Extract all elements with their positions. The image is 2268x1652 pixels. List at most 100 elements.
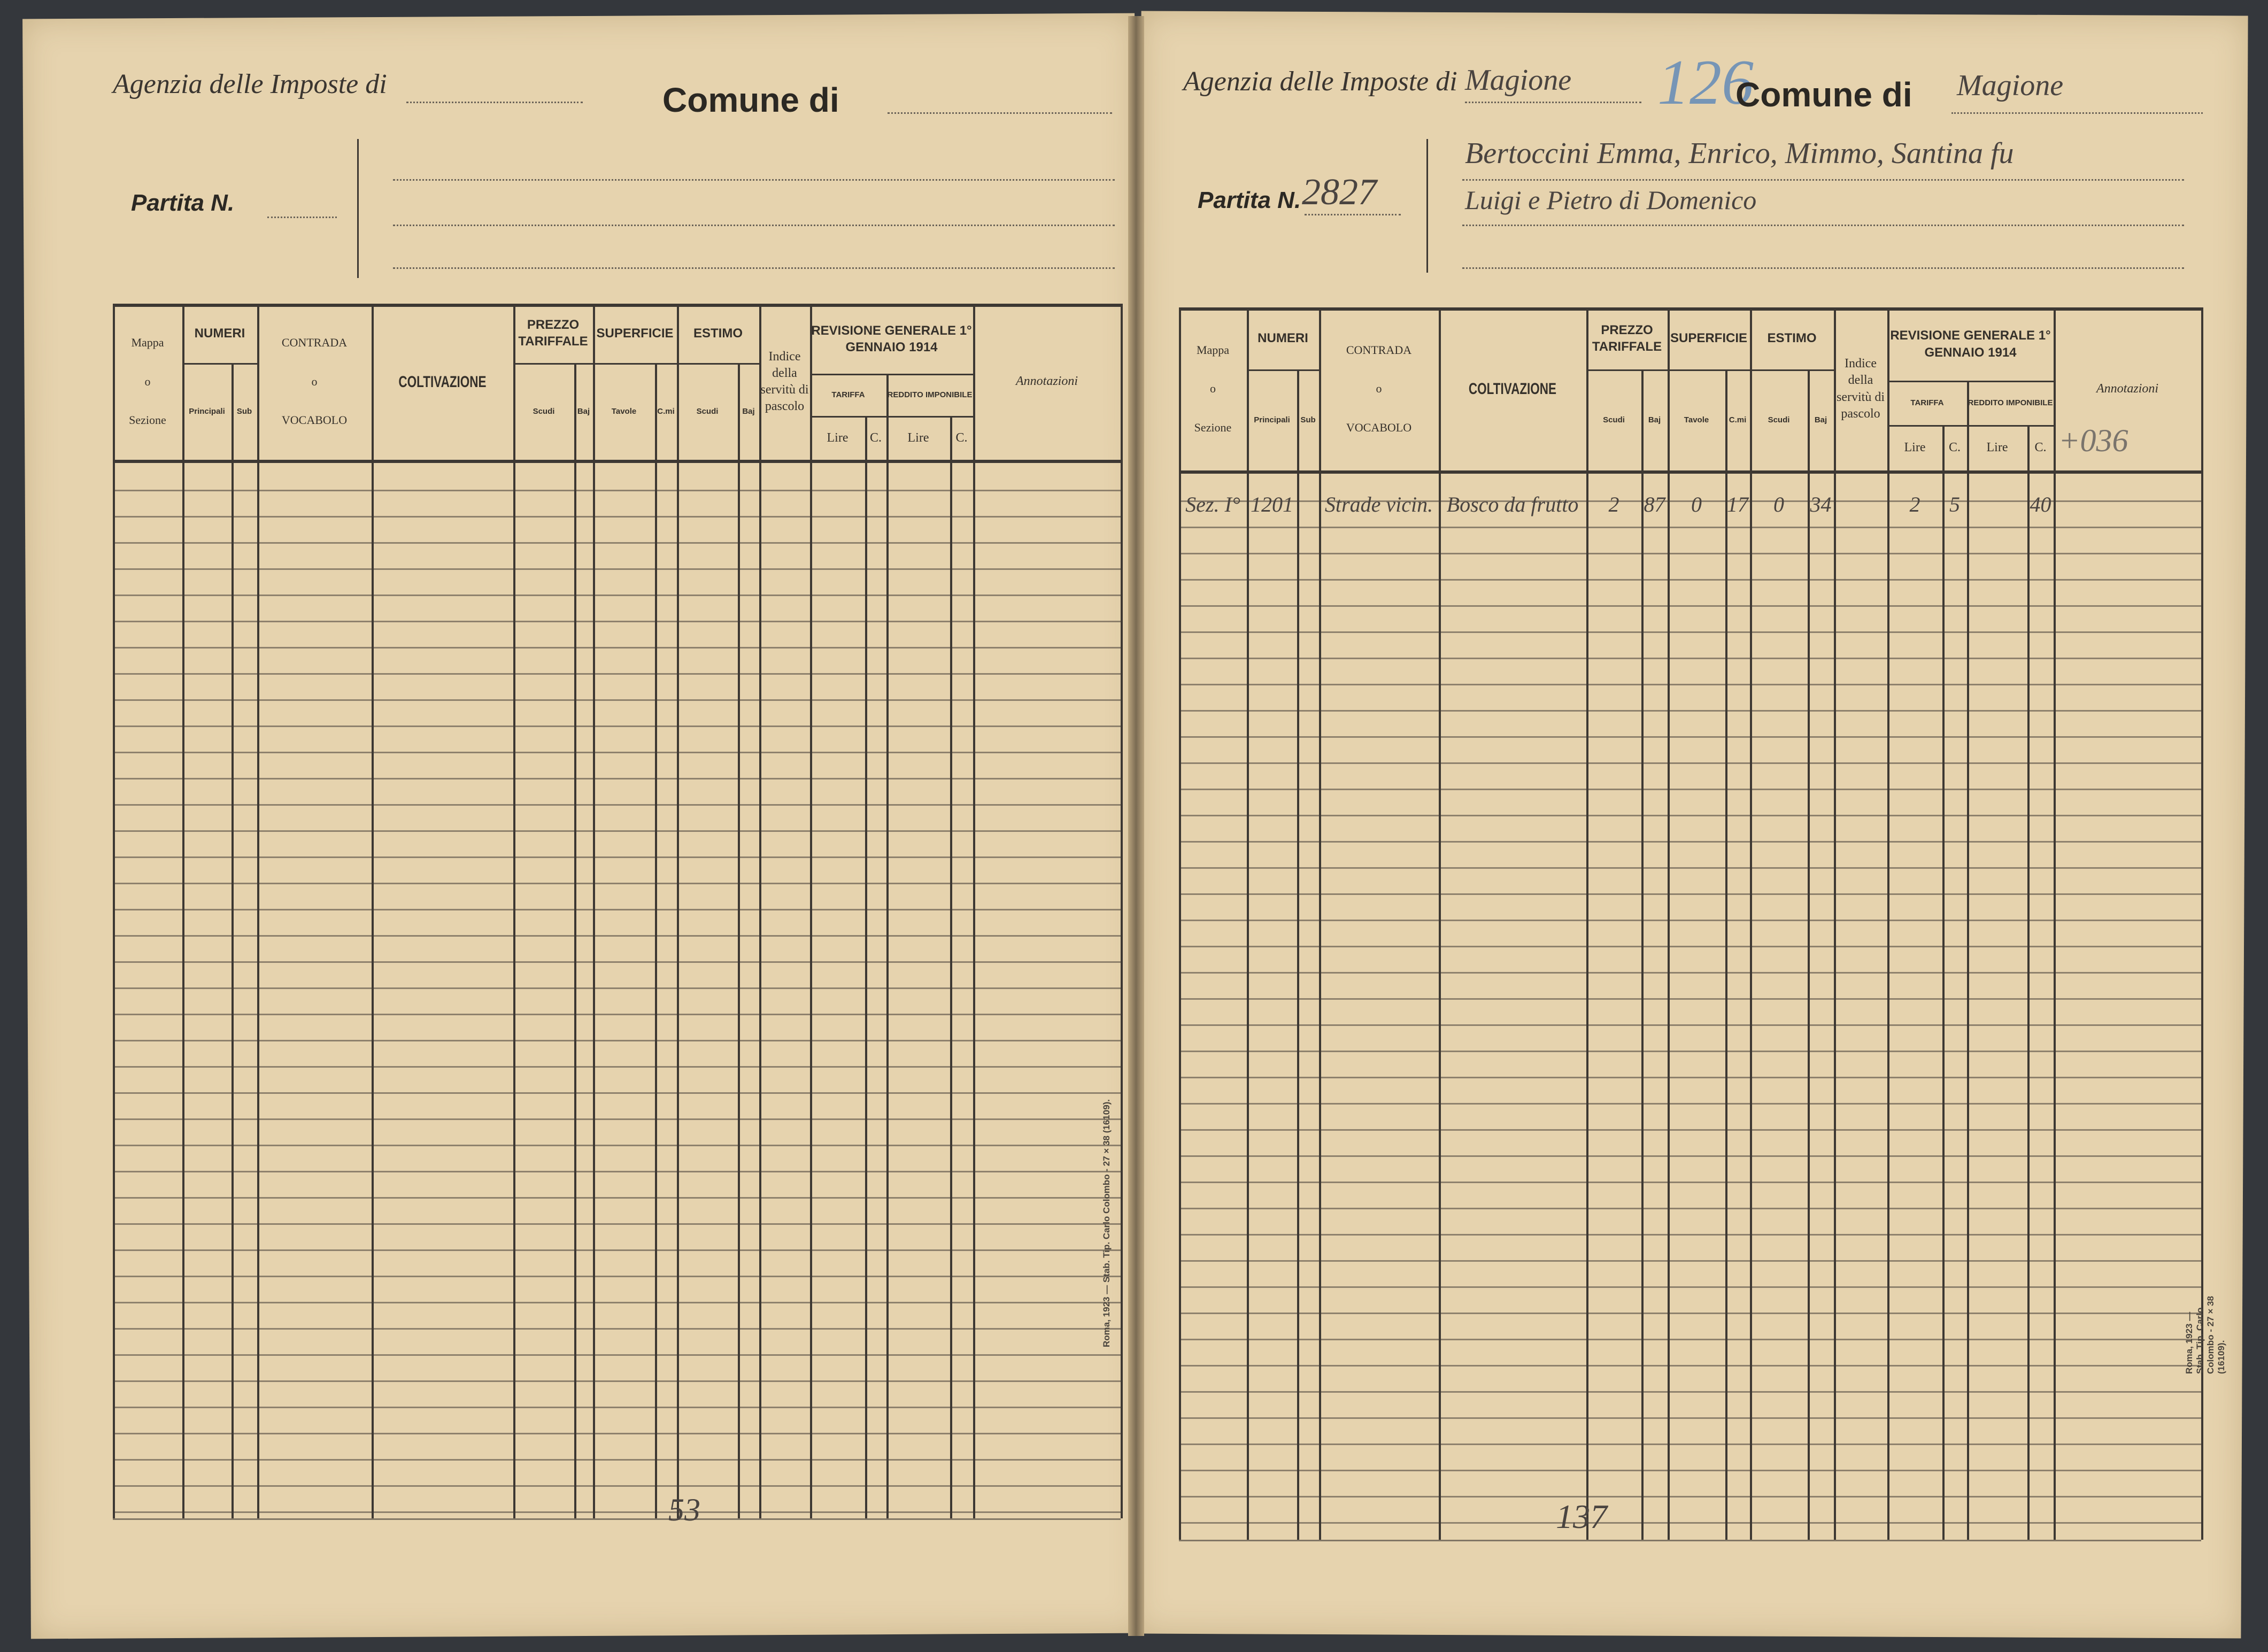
left-column-rule (738, 362, 740, 1518)
right-header-e-scudi: Scudi (1768, 415, 1790, 424)
right-header-principali: Principali (1254, 415, 1290, 424)
left-column-rule (886, 374, 889, 1518)
right-owner-line-1 (1462, 179, 2184, 181)
right-column-rule (1750, 307, 1752, 1540)
row-cell-tavole: 0 (1691, 492, 1702, 516)
left-group-rule (513, 362, 593, 365)
left-header-p-scudi: Scudi (533, 406, 555, 416)
right-header-t-c: C. (1948, 440, 1961, 454)
left-column-rule (655, 362, 657, 1518)
left-header-r-lire: Lire (907, 430, 929, 445)
right-header-r-c: C. (2034, 440, 2047, 454)
right-column-rule (1967, 381, 1969, 1540)
header-o: o (1210, 382, 1216, 396)
left-header-bottom-border (113, 460, 1121, 463)
right-header-bottom-border (1179, 470, 2201, 474)
right-header-tariffa: TARIFFA (1910, 398, 1944, 407)
left-group-rule (677, 362, 759, 365)
right-group-rule (1967, 424, 2054, 427)
left-group-rule (182, 362, 257, 365)
header-contrada: CONTRADA (1346, 343, 1412, 357)
right-header-t-lire: Lire (1904, 440, 1926, 454)
left-header-r-c: C. (955, 430, 968, 445)
header-sezione: Sezione (129, 413, 166, 427)
right-header-p-baj: Baj (1648, 415, 1661, 424)
row-cell-p_scudi: 2 (1608, 492, 1619, 516)
right-header-indice: Indice della servitù di pascolo (1837, 357, 1885, 421)
row-cell-e_baj: 34 (1810, 492, 1832, 516)
left-column-rule (950, 416, 952, 1518)
row-cell-mappa: Sez. I° (1185, 492, 1240, 516)
right-partita-field (1305, 214, 1401, 215)
left-header-mappa: Mappa o Sezione (113, 304, 182, 460)
left-column-rule (865, 416, 867, 1518)
left-column-rule (372, 304, 374, 1518)
right-group-rule (1887, 424, 1967, 427)
row-cell-e_scudi: 0 (1773, 492, 1784, 516)
left-owner-line-1 (393, 179, 1115, 181)
right-column-rule (1942, 424, 1945, 1540)
left-header-p-baj: Baj (577, 406, 590, 416)
right-group-rule (1750, 369, 1834, 371)
right-header-e-baj: Baj (1814, 415, 1827, 424)
left-partita-label: Partita N. (131, 190, 235, 216)
row-cell-coltivazione: Bosco da frutto (1446, 492, 1579, 516)
right-header-tavole: Tavole (1684, 415, 1709, 424)
right-header-cmi: C.mi (1729, 415, 1747, 424)
right-header-sub: Sub (1300, 415, 1316, 424)
right-header-superficie: SUPERFICIE (1670, 331, 1748, 346)
left-column-rule (810, 304, 812, 1518)
left-header-superficie: SUPERFICIE (596, 326, 674, 341)
left-agenzia-label: Agenzia delle Imposte di (113, 69, 387, 99)
right-column-rule (1641, 369, 1644, 1540)
left-group-rule (810, 416, 886, 418)
left-header-coltivazione: COLTIVAZIONE (398, 373, 487, 391)
left-owner-line-2 (393, 225, 1115, 226)
left-group-rule (810, 374, 973, 376)
header-contrada: CONTRADA (281, 336, 348, 350)
left-column-rule (182, 304, 184, 1518)
row-cell-p_baj: 87 (1644, 492, 1665, 516)
left-header-cmi: C.mi (657, 406, 675, 416)
left-comune-label: Comune di (662, 81, 839, 119)
header-mappa: Mappa (131, 336, 164, 350)
right-column-rule (1319, 307, 1321, 1540)
left-column-rule (113, 304, 115, 1518)
header-sezione: Sezione (1194, 420, 1232, 434)
right-header-p-scudi: Scudi (1603, 415, 1625, 424)
owner-line-2: Luigi e Pietro di Domenico (1465, 185, 1757, 215)
right-header-coltivazione: COLTIVAZIONE (1468, 380, 1557, 398)
left-comune-field (888, 112, 1112, 114)
left-header-tariffa: TARIFFA (831, 390, 865, 400)
right-column-rule (1439, 307, 1441, 1540)
right-table-bottom (1179, 1540, 2201, 1541)
left-header-numeri: NUMERI (194, 326, 245, 341)
left-table-bottom (113, 1518, 1121, 1520)
right-column-rule (1887, 307, 1889, 1540)
right-header-prezzo: PREZZO TARIFFALE (1592, 322, 1662, 354)
left-group-rule (886, 416, 973, 418)
right-column-rule (1179, 307, 1181, 1540)
left-column-rule (232, 362, 234, 1518)
left-partita-field (267, 217, 337, 218)
header-o: o (1376, 382, 1382, 396)
left-column-rule (593, 304, 595, 1518)
left-bottom-mark: 53 (668, 1492, 700, 1527)
right-group-rule (1586, 369, 1668, 371)
right-owner-line-2 (1462, 225, 2184, 226)
right-group-rule (1247, 369, 1319, 371)
left-column-rule (574, 362, 576, 1518)
right-comune-label: Comune di (1735, 75, 1912, 114)
left-header-t-lire: Lire (827, 430, 848, 445)
volume-number: 126 (1657, 47, 1754, 118)
left-ruled-rows (113, 465, 1121, 1518)
right-partita-label: Partita N. (1198, 187, 1301, 213)
left-group-rule (593, 362, 677, 365)
right-partita-value: 2827 (1302, 172, 1377, 213)
left-column-rule (973, 304, 975, 1518)
right-column-rule (1808, 369, 1810, 1540)
row-cell-cmi: 17 (1727, 492, 1748, 516)
right-owner-brace (1426, 139, 1428, 273)
left-column-rule (257, 304, 259, 1518)
row-cell-principali: 1201 (1251, 492, 1293, 516)
